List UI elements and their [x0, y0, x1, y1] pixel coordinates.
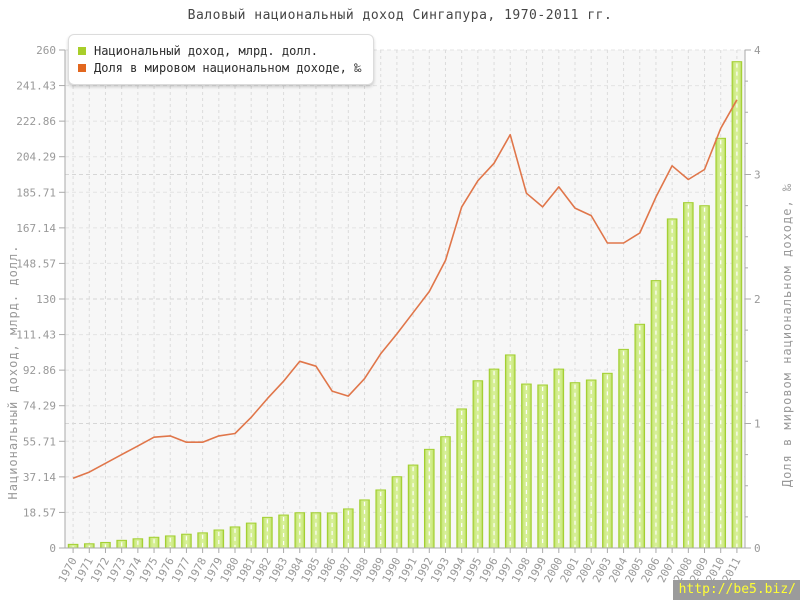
right-tick-label: 4	[754, 44, 761, 57]
share-line	[72, 99, 738, 480]
bar-2005	[634, 323, 646, 549]
left-tick-label: 0	[49, 542, 56, 555]
left-tick-label: 18.57	[23, 506, 56, 519]
left-tick-label: 241.43	[16, 80, 56, 93]
legend-label-income: Национальный доход, млрд. долл.	[94, 44, 318, 58]
bar-1993	[440, 436, 451, 549]
right-tick-label: 0	[754, 542, 761, 555]
left-tick-label: 111.43	[16, 329, 56, 342]
left-tick-label: 222.86	[16, 115, 56, 128]
right-tick-label: 2	[754, 293, 761, 306]
left-tick-label: 204.29	[16, 151, 56, 164]
bar-1988	[359, 499, 370, 549]
legend-item-share: Доля в мировом национальном доходе, ‰	[78, 61, 361, 75]
bar-series-swatch-icon	[78, 47, 86, 55]
legend-item-income: Национальный доход, млрд. долл.	[78, 44, 361, 58]
left-tick-label: 130	[36, 293, 56, 306]
left-tick-label: 37.14	[23, 471, 56, 484]
left-tick-label: 74.29	[23, 400, 56, 413]
page-title: Валовый национальный доход Сингапура, 19…	[187, 8, 613, 23]
left-tick-label: 92.86	[23, 364, 56, 377]
bar-1970	[67, 543, 79, 549]
right-tick-label: 3	[754, 169, 761, 182]
legend-label-share: Доля в мировом национальном доходе, ‰	[94, 61, 362, 75]
watermark-link[interactable]: http://be5.biz/	[672, 580, 800, 600]
left-tick-label: 260	[36, 44, 56, 57]
chart-legend: Национальный доход, млрд. долл. Доля в м…	[68, 34, 375, 85]
left-tick-label: 167.14	[16, 222, 56, 235]
left-tick-label: 185.71	[16, 186, 56, 199]
left-tick-label: 55.71	[23, 435, 56, 448]
right-tick-label: 1	[754, 418, 761, 431]
line-series-swatch-icon	[78, 64, 86, 72]
left-tick-label: 148.57	[16, 257, 56, 270]
